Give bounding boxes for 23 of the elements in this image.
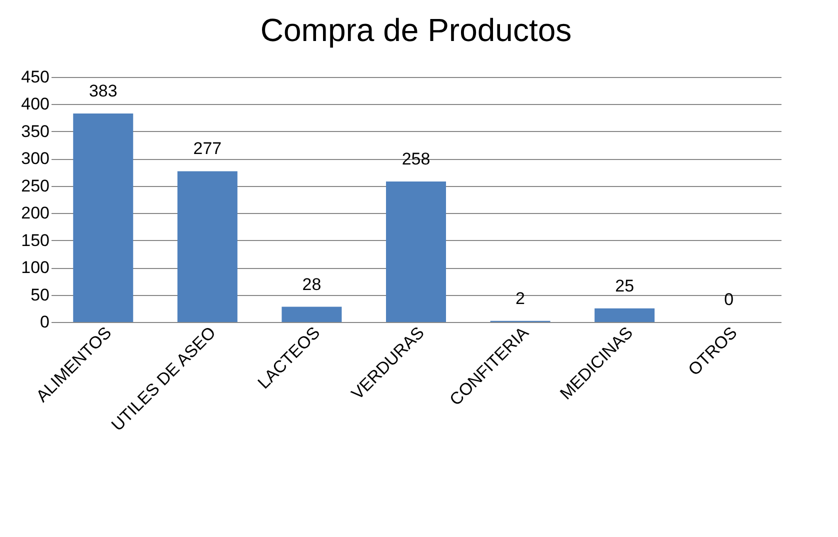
y-tick-label: 0 [40, 312, 50, 332]
data-label: 383 [88, 81, 118, 100]
bar [177, 171, 238, 322]
data-label: 258 [402, 150, 430, 169]
bar [386, 182, 446, 322]
chart-title: Compra de Productos [260, 12, 572, 48]
y-tick-label: 200 [21, 204, 50, 223]
bar [594, 308, 655, 322]
data-label: 0 [724, 290, 734, 309]
y-tick-label: 100 [21, 258, 50, 278]
data-label: 277 [193, 139, 222, 158]
y-tick-label: 150 [21, 230, 50, 250]
y-tick-label: 250 [21, 176, 50, 196]
bar [282, 306, 342, 322]
y-tick-label: 300 [21, 149, 50, 168]
data-label: 25 [615, 276, 634, 296]
y-tick-label: 400 [21, 94, 50, 114]
bar [73, 113, 134, 322]
data-label: 2 [516, 288, 526, 308]
data-label: 28 [302, 274, 322, 294]
y-tick-label: 50 [30, 285, 50, 304]
y-tick-label: 350 [21, 122, 50, 141]
y-tick-label: 450 [21, 68, 50, 86]
